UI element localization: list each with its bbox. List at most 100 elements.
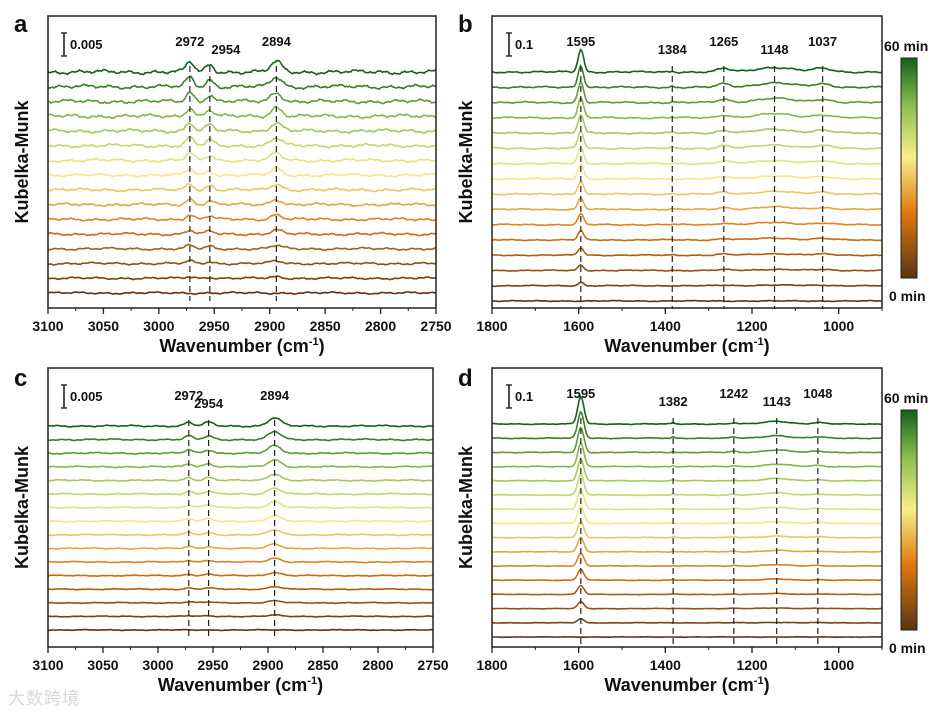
x-tick-label: 2950	[199, 318, 230, 334]
spectrum-curve	[47, 473, 434, 483]
x-tick-label: 2800	[365, 318, 396, 334]
spectrum-curve	[491, 264, 882, 272]
x-tick-label: 1800	[476, 657, 507, 673]
spectrum-curve	[47, 151, 437, 164]
peak-label: 1048	[803, 386, 832, 401]
spectrum-curve	[491, 426, 883, 454]
spectrum-curve	[47, 259, 436, 266]
spectrum-curve	[491, 146, 883, 166]
x-tick-label: 2850	[307, 657, 338, 673]
spectrum-curve	[48, 599, 434, 605]
x-axis-label-sup: -1	[754, 336, 764, 348]
y-axis-label: Kubelka-Munk	[456, 445, 476, 569]
colorbar-d: 60 min 0 min	[884, 390, 928, 656]
spectrum-curve	[491, 600, 883, 610]
spectrum-curve	[47, 417, 434, 428]
peak-label: 2894	[260, 388, 290, 403]
spectrum-curve	[47, 228, 437, 237]
x-tick-label: 2850	[310, 318, 341, 334]
spectrum-curve	[47, 430, 434, 442]
spectrum-curve	[491, 281, 883, 288]
spectrum-curve	[47, 135, 437, 149]
spectrum-curve	[47, 197, 436, 208]
spectrum-curve	[47, 166, 437, 178]
panel-letter: d	[458, 365, 473, 392]
spectrum-curve	[47, 105, 437, 120]
spectrum-curve	[47, 628, 434, 632]
peak-label: 1265	[709, 34, 738, 49]
x-tick-label: 1000	[823, 657, 854, 673]
spectrum-curve	[47, 59, 437, 76]
x-tick-label: 2900	[254, 318, 285, 334]
panel-letter: a	[14, 11, 28, 38]
spectrum-curve	[47, 500, 434, 510]
x-axis-label: Wavenumber (cm-1)	[604, 675, 769, 695]
peak-label: 1242	[719, 386, 748, 401]
panel-a: 2972 2954 2894 3100 3050 3000 2950 2900 2850 2800…	[12, 11, 452, 356]
x-tick-label: 2750	[420, 318, 451, 334]
spectrum-curve	[47, 243, 437, 252]
scale-bar-label: 0.1	[515, 389, 533, 404]
panel-b: 1595 1384 1265 1148 1037 1800 1600 1400 1200 1000…	[456, 11, 883, 356]
spectrum-curve	[47, 213, 437, 222]
spectrum-curve	[492, 472, 883, 497]
x-axis-label-sup: -1	[754, 675, 764, 687]
spectrum-curve	[47, 613, 434, 618]
x-tick-label: 1600	[563, 318, 594, 334]
plot-frame	[491, 367, 883, 648]
x-tick-label: 1400	[650, 318, 681, 334]
spectrum-curve	[491, 196, 883, 212]
peak-label: 1148	[760, 42, 788, 57]
spectrum-curve	[492, 457, 882, 483]
x-tick-label: 3100	[32, 318, 63, 334]
x-tick-label: 1600	[563, 657, 594, 673]
x-tick-label: 2900	[252, 657, 283, 673]
peak-label: 2894	[262, 34, 292, 49]
peak-label: 1143	[763, 394, 791, 409]
spectrum-curve	[491, 80, 883, 105]
x-axis-label-main: Wavenumber (cm	[604, 675, 753, 695]
x-axis-label-main: Wavenumber (cm	[159, 336, 308, 356]
x-axis-label: Wavenumber (cm-1)	[159, 336, 324, 356]
x-tick-label: 1200	[736, 318, 767, 334]
x-axis-label: Wavenumber (cm-1)	[158, 675, 323, 695]
x-axis-label-sup: -1	[307, 675, 317, 687]
spectrum-curve	[47, 75, 437, 91]
x-tick-label: 3050	[87, 657, 118, 673]
spectrum-curve	[491, 229, 883, 242]
spectrum-curve	[491, 212, 883, 227]
spectrum-curve	[491, 584, 883, 596]
spectrum-curve	[491, 552, 882, 568]
x-tick-label: 3000	[142, 657, 173, 673]
spectrum-curve	[47, 529, 434, 537]
x-tick-label: 2800	[362, 657, 393, 673]
x-axis-label-end: )	[319, 336, 325, 356]
spectrum-curve	[47, 557, 434, 564]
spectrum-curve	[48, 543, 434, 551]
colorbar-top-label: 60 min	[884, 390, 928, 406]
x-tick-label: 1800	[476, 318, 507, 334]
panel-letter: b	[458, 11, 473, 38]
spectrum-curve	[47, 121, 437, 135]
peak-label: 2972	[175, 34, 204, 49]
plot-frame	[491, 15, 883, 309]
colorbar-gradient	[900, 409, 918, 631]
spectrum-curve	[491, 441, 883, 468]
scale-bar-label: 0.005	[70, 37, 103, 52]
x-axis-label: Wavenumber (cm-1)	[604, 336, 769, 356]
colorbar-bottom-label: 0 min	[889, 288, 926, 304]
spectrum-curve	[491, 64, 883, 90]
spectrum-curve	[47, 183, 437, 193]
spectrum-curve	[47, 514, 434, 523]
spectrum-curve	[491, 96, 883, 120]
spectrum-curve	[491, 617, 882, 624]
colorbar-gradient	[900, 57, 918, 279]
spectrum-curve	[492, 410, 883, 440]
spectrum-curve	[491, 568, 882, 582]
spectrum-curve	[47, 290, 437, 296]
spectrum-curve	[491, 488, 883, 511]
y-axis-label: Kubelka-Munk	[456, 100, 476, 224]
spectrum-curve	[491, 520, 883, 539]
